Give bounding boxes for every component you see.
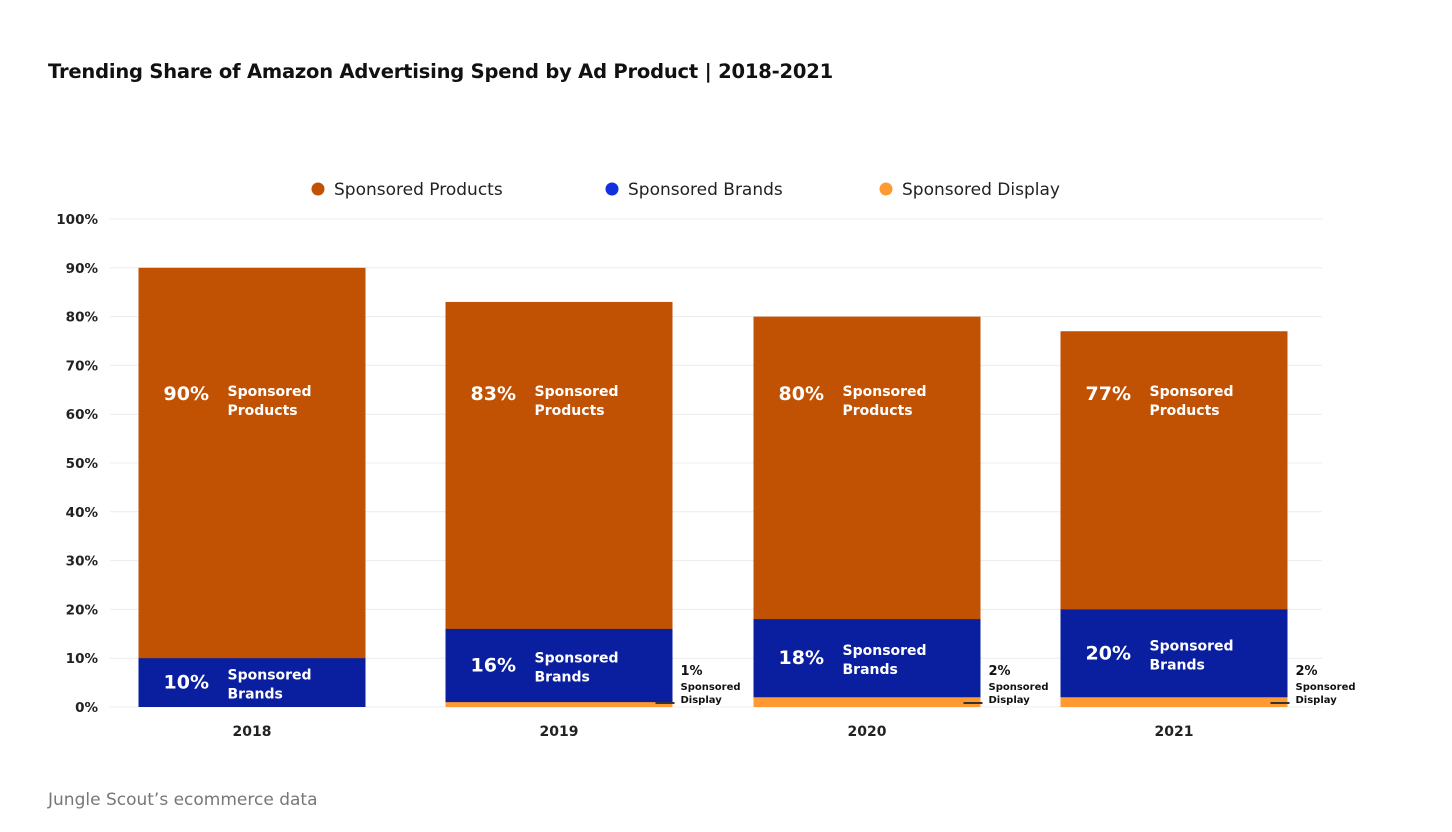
series-label: Sponsored <box>228 668 312 684</box>
bar-sponsored-display <box>753 697 981 707</box>
data-label: 80% <box>779 383 824 405</box>
series-label: Brands <box>843 662 898 678</box>
series-label: Sponsored <box>1150 384 1234 400</box>
legend-marker <box>605 182 619 196</box>
bar-sponsored-brands <box>445 628 673 707</box>
data-label: 20% <box>1086 642 1131 664</box>
bar-sponsored-brands <box>753 619 981 707</box>
series-label: Brands <box>228 687 283 703</box>
series-label: Products <box>1150 403 1220 419</box>
y-tick-label: 60% <box>66 407 99 423</box>
y-tick-label: 50% <box>66 456 99 472</box>
bar-sponsored-brands <box>1060 609 1288 707</box>
y-tick-label: 0% <box>75 700 98 716</box>
legend-marker <box>311 182 325 196</box>
data-label: 83% <box>471 383 516 405</box>
x-tick-label: 2020 <box>848 724 887 740</box>
bar-sponsored-display <box>445 702 673 707</box>
data-label: 77% <box>1086 383 1131 405</box>
bar-sponsored-display <box>1060 697 1288 707</box>
x-tick-label: 2019 <box>540 724 579 740</box>
chart-title: Trending Share of Amazon Advertising Spe… <box>48 60 833 83</box>
source-note: Jungle Scout’s ecommerce data <box>48 790 318 810</box>
data-label: 2% <box>989 664 1011 679</box>
series-label: Display <box>1296 695 1338 706</box>
series-label: Sponsored <box>535 384 619 400</box>
series-label: Products <box>535 403 605 419</box>
series-label: Sponsored <box>989 682 1049 693</box>
data-label: 90% <box>164 383 209 405</box>
x-tick-label: 2018 <box>233 724 272 740</box>
y-tick-label: 20% <box>66 602 99 618</box>
data-label: 2% <box>1296 664 1318 679</box>
series-label: Sponsored <box>535 651 619 667</box>
bar-sponsored-products <box>138 267 366 707</box>
series-label: Brands <box>535 670 590 686</box>
series-label: Products <box>843 403 913 419</box>
y-tick-label: 90% <box>66 261 99 277</box>
y-tick-label: 30% <box>66 554 99 570</box>
y-tick-label: 80% <box>66 310 99 326</box>
legend-label: Sponsored Products <box>334 180 503 200</box>
series-label: Products <box>228 403 298 419</box>
series-label: Display <box>681 695 723 706</box>
series-label: Sponsored <box>843 384 927 400</box>
series-label: Sponsored <box>228 384 312 400</box>
y-tick-label: 70% <box>66 358 99 374</box>
y-tick-label: 10% <box>66 651 99 667</box>
data-label: 18% <box>779 647 824 669</box>
series-label: Sponsored <box>681 682 741 693</box>
x-tick-label: 2021 <box>1155 724 1194 740</box>
bar-sponsored-brands <box>138 658 366 707</box>
series-label: Sponsored <box>1150 638 1234 654</box>
data-label: 16% <box>471 655 516 677</box>
legend-label: Sponsored Display <box>902 180 1060 200</box>
legend-marker <box>879 182 893 196</box>
y-tick-label: 100% <box>56 212 98 228</box>
series-label: Brands <box>1150 657 1205 673</box>
legend-label: Sponsored Brands <box>628 180 783 200</box>
data-label: 10% <box>164 672 209 694</box>
data-label: 1% <box>681 664 703 679</box>
y-tick-label: 40% <box>66 505 99 521</box>
series-label: Sponsored <box>843 643 927 659</box>
series-label: Display <box>989 695 1031 706</box>
series-label: Sponsored <box>1296 682 1356 693</box>
